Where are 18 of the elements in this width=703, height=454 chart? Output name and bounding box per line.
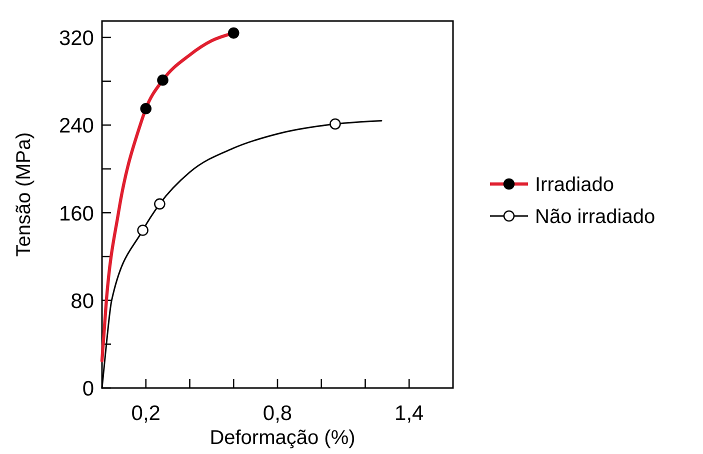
point [330,118,341,130]
x-tick-label: 0,8 [262,402,292,425]
legend-label: Irradiado [535,174,614,196]
point [157,74,168,86]
x-tick-label: 0,2 [131,402,160,425]
y-tick-label: 240 [58,114,94,138]
point [137,224,148,236]
y-axis-title: Tensão (MPa) [13,132,35,257]
y-tick-label: 0 [82,378,94,401]
x-tick-label: 1,4 [394,402,424,425]
x-axis-title: Deformação (%) [210,427,356,449]
y-tick-label: 160 [58,202,94,226]
point [140,102,152,114]
y-tick-label: 320 [58,26,94,50]
point [228,27,240,39]
y-tick-label: 80 [70,290,94,313]
point [154,198,166,210]
legend-label: Não irradiado [535,206,656,228]
